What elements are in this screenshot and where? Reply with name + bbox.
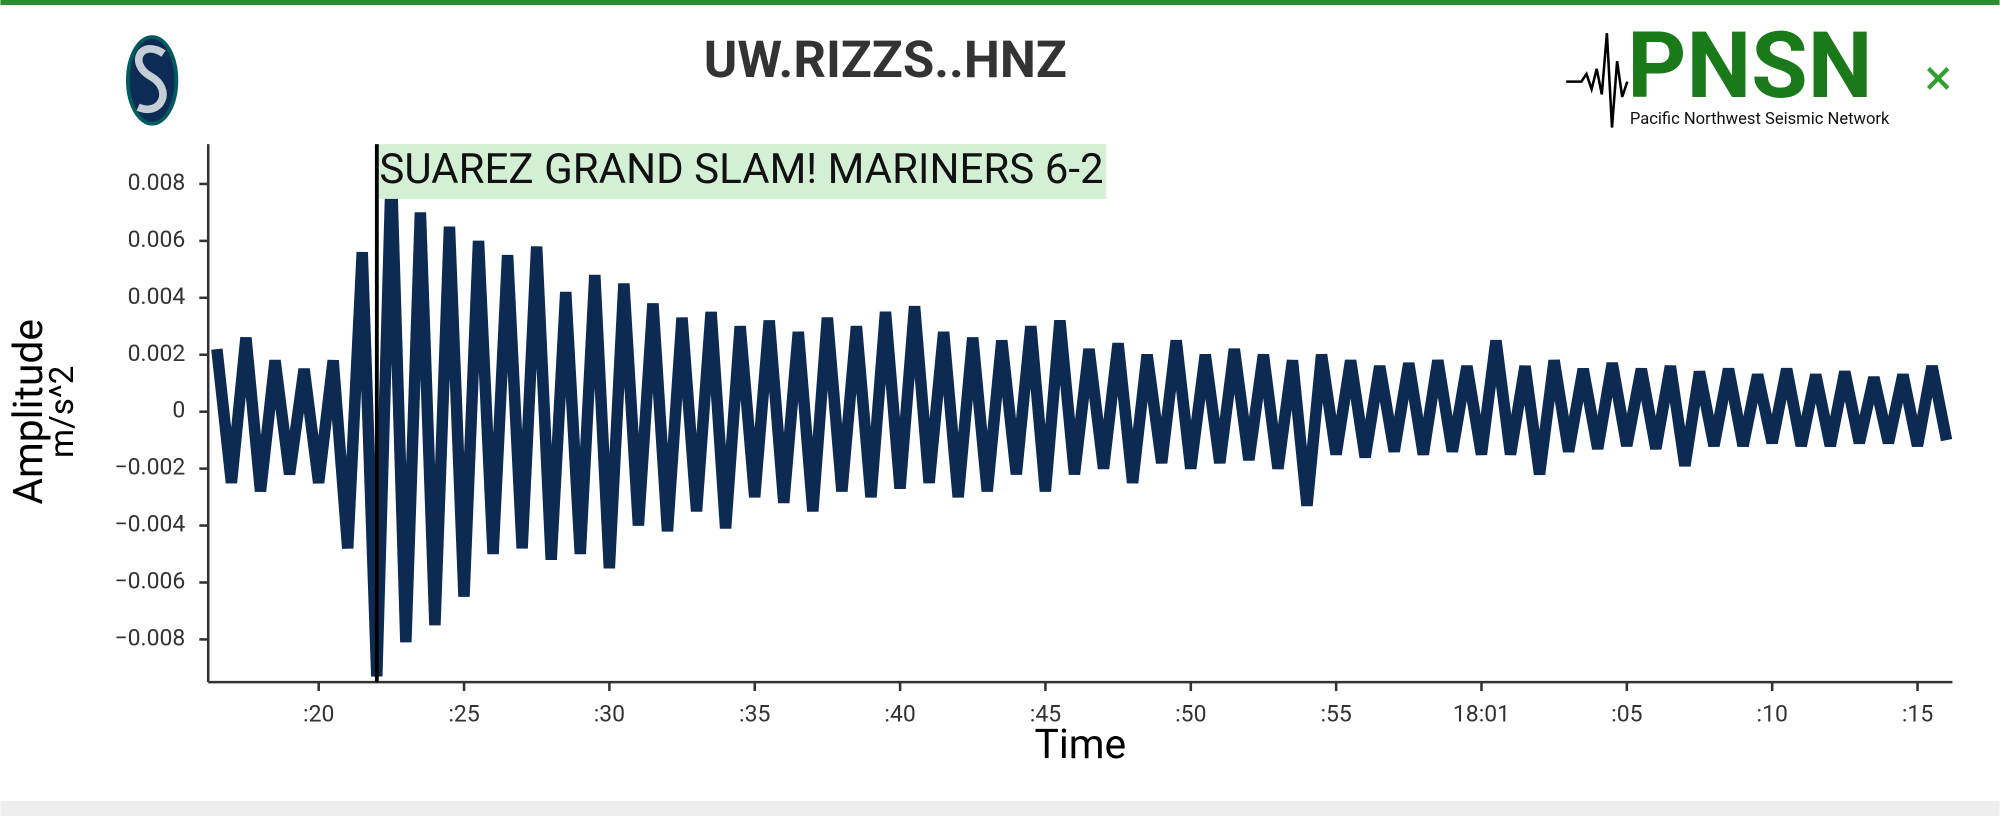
y-tick-label: 0.002 xyxy=(128,340,186,367)
close-button[interactable]: × xyxy=(1925,49,1952,108)
x-tick-label: :50 xyxy=(1175,700,1206,727)
y-axis-unit: m/s^2 xyxy=(43,366,82,458)
logo-subtitle: Pacific Northwest Seismic Network xyxy=(1630,110,1890,129)
y-tick-label: −0.006 xyxy=(115,568,186,595)
x-tick-label: :20 xyxy=(303,700,334,727)
x-tick-label: :35 xyxy=(739,700,770,727)
y-tick-label: 0.006 xyxy=(128,226,186,253)
y-tick-label: −0.008 xyxy=(115,624,186,651)
y-tick-label: −0.004 xyxy=(115,511,186,538)
team-logo xyxy=(125,35,179,126)
annotation-text: SUAREZ GRAND SLAM! MARINERS 6-2 xyxy=(379,145,1103,194)
logo-text: PNSN xyxy=(1627,13,1872,120)
bottom-bar xyxy=(0,800,2000,816)
y-tick-label: 0.008 xyxy=(128,169,186,196)
y-tick-label: −0.002 xyxy=(115,454,186,481)
x-tick-label: :10 xyxy=(1757,700,1788,727)
y-tick-label: 0.004 xyxy=(128,283,186,310)
x-tick-label: :40 xyxy=(884,700,915,727)
x-tick-label: :15 xyxy=(1902,700,1933,727)
pnsn-logo: PNSN Pacific Northwest Seismic Network xyxy=(1566,13,1890,129)
x-tick-label: :25 xyxy=(448,700,479,727)
title: UW.RIZZS..HNZ xyxy=(704,31,1067,90)
annotation-background xyxy=(376,144,1107,199)
y-axis-label: Amplitude xyxy=(4,319,52,505)
x-tick-label: :45 xyxy=(1030,700,1061,727)
waveform xyxy=(211,169,1953,677)
x-axis-label: Time xyxy=(1034,720,1126,768)
top-bar xyxy=(0,0,2000,6)
x-tick-label: :30 xyxy=(594,700,625,727)
y-tick-label: 0 xyxy=(172,397,185,424)
x-tick-label: :55 xyxy=(1320,700,1351,727)
x-tick-label: 18:01 xyxy=(1453,700,1510,727)
x-tick-label: :05 xyxy=(1611,700,1642,727)
